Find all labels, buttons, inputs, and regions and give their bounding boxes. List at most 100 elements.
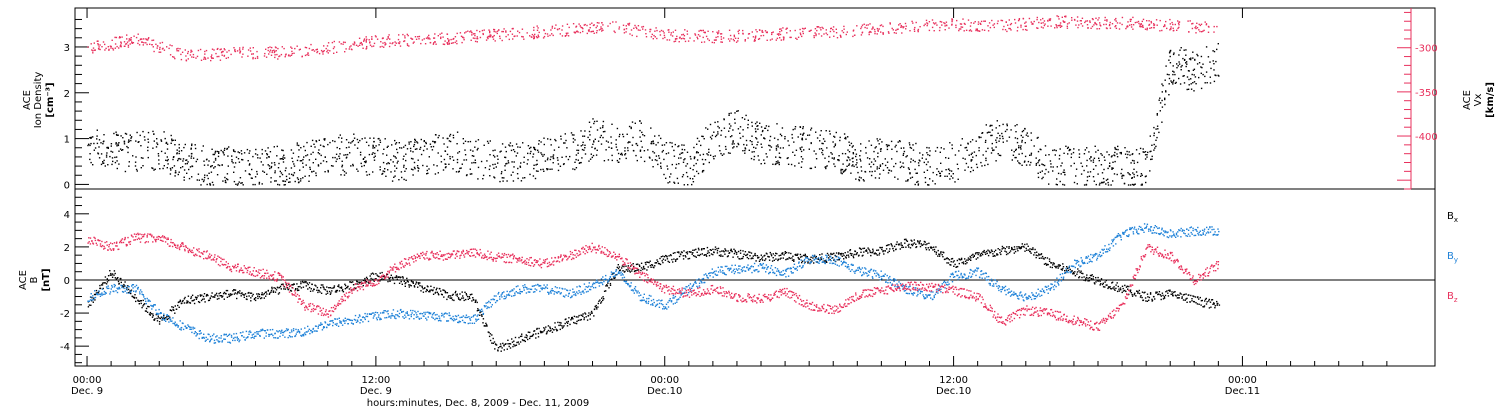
density-point [137,141,139,143]
density-point [125,133,128,135]
bx-point [246,295,248,298]
vx-point [448,39,450,42]
density-point [342,169,344,171]
vx-point [1057,24,1059,27]
density-point [684,158,686,160]
vx-point [413,41,415,43]
bx-point [770,255,773,257]
vx-point [382,37,384,39]
density-point [791,133,793,136]
bx-point [791,257,793,259]
vx-point [120,41,122,43]
density-point [1149,150,1151,153]
bx-point [181,302,183,304]
bx-point [594,305,596,308]
bx-point [701,248,703,250]
density-point [106,147,108,149]
density-point [848,157,850,159]
density-point [1076,183,1078,185]
bx-point [495,344,498,346]
vx-point [642,25,645,28]
bx-point [781,253,783,255]
vx-point [879,24,882,27]
density-point [841,172,843,175]
bx-point [356,283,358,285]
bx-point [404,282,406,285]
density-point [1170,80,1172,82]
density-point [781,127,784,129]
vx-point [717,36,719,38]
density-point [425,141,427,144]
density-point [449,158,451,160]
density-point [410,157,413,160]
bx-point [527,331,530,333]
vx-point [1198,23,1200,26]
bx-point [488,335,491,338]
vx-point [882,32,884,34]
vx-point [1129,20,1132,22]
vx-point [729,34,732,37]
bx-point [688,251,691,253]
density-point [732,140,734,142]
bx-point [783,254,785,256]
density-point [303,145,305,148]
bx-point [107,275,110,277]
bx-point [660,256,663,258]
bx-point [964,258,966,260]
vx-point [1044,23,1046,25]
bx-point [810,256,812,258]
vx-point [404,37,406,39]
bx-point [262,294,264,296]
bx-point [902,246,905,248]
bx-point [257,295,259,297]
density-point [951,144,953,146]
vx-point [785,28,787,30]
density-point [377,149,379,152]
density-point [1131,183,1134,186]
bx-point [392,277,394,279]
density-point [283,184,285,186]
density-point [412,151,414,153]
vx-point [869,30,871,33]
density-point [165,141,168,144]
density-point [482,174,485,177]
density-point [310,153,312,155]
bx-point [447,296,449,298]
bx-point [595,304,597,307]
density-point [683,144,685,146]
bx-point [533,330,536,332]
vx-point [978,30,980,32]
density-point [329,141,331,144]
vx-point [97,43,99,45]
vx-point [463,39,465,41]
density-point [903,147,905,149]
density-point [164,152,166,154]
vx-point [699,29,702,32]
bx-point [888,244,890,246]
density-point [934,183,936,185]
bx-point [110,272,112,275]
density-point [730,112,732,114]
vx-point [1065,16,1067,18]
density-point [115,131,117,133]
density-point [998,140,1000,142]
vx-point [895,32,897,34]
bx-point [265,295,267,297]
density-point [754,122,757,125]
vx-point [960,26,962,28]
bx-point [915,246,918,248]
density-point [775,156,777,158]
bx-point [650,266,652,268]
bx-point [978,252,980,254]
density-point [640,122,642,124]
density-point [504,156,507,159]
density-point [1075,175,1077,177]
density-point [543,170,545,172]
bx-point [489,333,492,335]
bx-point [456,295,459,297]
density-point [162,167,164,170]
vx-point [734,37,737,39]
density-point [1180,69,1182,71]
bx-point [908,246,910,248]
density-point [395,157,397,159]
